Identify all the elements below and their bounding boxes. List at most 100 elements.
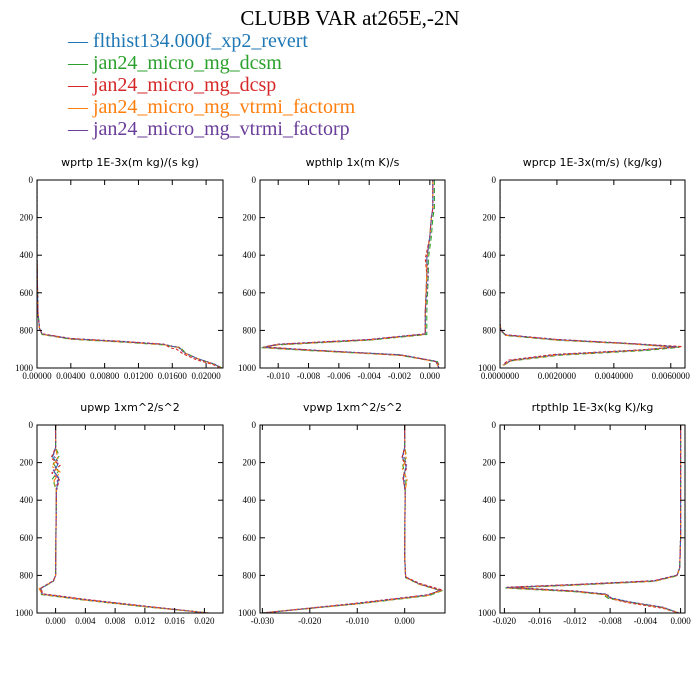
x-tick-label: 0.00000	[22, 371, 52, 381]
legend-line-icon: —	[68, 96, 88, 118]
x-tick-label: 0.012	[135, 616, 155, 626]
y-tick-label: 0	[492, 420, 497, 430]
y-tick-label: 800	[20, 325, 34, 335]
legend-label: jan24_micro_mg_dcsp	[93, 74, 277, 96]
panel-title: upwp 1xm^2/s^2	[80, 401, 180, 414]
series-group	[261, 425, 445, 613]
legend-item: — jan24_micro_mg_dcsp	[68, 74, 355, 96]
x-tick-label: 0.000	[45, 616, 66, 626]
x-tick-label: 0.000	[395, 616, 416, 626]
y-tick-label: 200	[243, 458, 257, 468]
series-line	[500, 180, 674, 366]
y-tick-label: 200	[483, 458, 497, 468]
legend-line-icon: —	[68, 52, 88, 74]
plot-frame	[36, 179, 224, 369]
plot-frame	[259, 179, 446, 369]
chart-panel: wpthlp 1x(m K)/s02004006008001000-0.010-…	[238, 156, 446, 381]
series-line	[40, 425, 209, 613]
series-group	[500, 180, 683, 367]
plot-frame	[259, 424, 446, 614]
y-tick-label: 600	[483, 533, 497, 543]
x-tick-label: -0.030	[251, 616, 275, 626]
series-group	[505, 425, 682, 613]
legend-item: — flthist134.000f_xp2_revert	[68, 30, 355, 52]
y-tick-label: 400	[243, 250, 257, 260]
legend-label: flthist134.000f_xp2_revert	[93, 30, 308, 52]
legend-item: — jan24_micro_mg_dcsm	[68, 52, 355, 74]
series-line	[37, 180, 222, 368]
y-tick-label: 400	[243, 495, 257, 505]
y-tick-label: 800	[20, 570, 34, 580]
y-tick-label: 200	[243, 213, 257, 223]
legend-label: jan24_micro_mg_vtrmi_factorp	[93, 118, 350, 140]
legend: — flthist134.000f_xp2_revert — jan24_mic…	[68, 30, 355, 140]
x-tick-label: 0.00400	[56, 371, 86, 381]
panel-title: rtpthlp 1E-3x(kg K)/kg	[532, 401, 654, 414]
series-line	[262, 425, 442, 613]
x-tick-label: -0.004	[634, 616, 658, 626]
series-line	[40, 425, 209, 613]
y-tick-label: 600	[243, 288, 257, 298]
legend-label: jan24_micro_mg_vtrmi_factorm	[93, 96, 356, 118]
x-tick-label: 0.008	[105, 616, 126, 626]
page-title: CLUBB VAR at265E,-2N	[240, 6, 460, 30]
y-tick-label: 200	[20, 458, 34, 468]
legend-line-icon: —	[68, 74, 88, 96]
series-line	[37, 180, 222, 368]
y-tick-label: 0	[252, 420, 257, 430]
legend-label: jan24_micro_mg_dcsm	[93, 52, 282, 74]
series-line	[261, 425, 445, 613]
panel-title: vpwp 1xm^2/s^2	[303, 401, 402, 414]
chart-panel: rtpthlp 1E-3x(kg K)/kg02004006008001000-…	[478, 401, 691, 626]
x-tick-label: -0.008	[297, 371, 321, 381]
series-group	[38, 425, 210, 613]
y-tick-label: 800	[243, 570, 257, 580]
y-tick-label: 400	[20, 495, 34, 505]
series-line	[262, 180, 440, 368]
x-tick-label: 0.004	[75, 616, 96, 626]
x-tick-label: 0.0000000	[481, 371, 520, 381]
series-line	[500, 180, 680, 367]
x-tick-label: -0.010	[346, 616, 370, 626]
y-tick-label: 800	[243, 325, 257, 335]
x-tick-label: 0.01200	[124, 371, 154, 381]
chart-panel: vpwp 1xm^2/s^2 0 200 400 600 800 1000-0.030 -0.…	[238, 401, 446, 626]
x-tick-label: -0.004	[358, 371, 382, 381]
y-tick-label: 600	[20, 288, 34, 298]
x-tick-label: -0.008	[598, 616, 622, 626]
series-line	[37, 180, 221, 368]
series-line	[37, 180, 222, 368]
panel-title: wpthlp 1x(m K)/s	[306, 156, 400, 169]
panel-title: wprcp 1E-3x(m/s) (kg/kg)	[523, 156, 662, 169]
series-line	[40, 425, 208, 613]
legend-line-icon: —	[68, 118, 88, 140]
series-line	[262, 425, 442, 613]
x-tick-label: -0.020	[493, 616, 517, 626]
y-tick-label: 1000	[478, 363, 497, 373]
series-group	[261, 180, 441, 368]
chart-panel: upwp 1xm^2/s^2 0 200 400 600 800 1000 0.000 0.00…	[15, 401, 224, 626]
y-tick-label: 0	[29, 175, 34, 185]
chart-panel: wprtp 1E-3x(m kg)/(s kg) 0 200 400 600 800 100…	[15, 156, 224, 381]
series-line	[262, 180, 440, 368]
series-group	[37, 180, 223, 368]
y-tick-label: 1000	[15, 363, 34, 373]
x-tick-label: -0.002	[388, 371, 411, 381]
x-tick-label: 0.0060000	[652, 371, 691, 381]
series-line	[261, 425, 444, 613]
legend-item: — jan24_micro_mg_vtrmi_factorm	[68, 96, 355, 118]
chart-panel: wprcp 1E-3x(m/s) (kg/kg) 0 200 400 600 800 100…	[478, 156, 690, 381]
x-tick-label: 0.01600	[158, 371, 188, 381]
x-tick-label: 0.0040000	[595, 371, 634, 381]
x-tick-label: 0.016	[165, 616, 186, 626]
y-tick-label: 200	[20, 213, 34, 223]
plot-frame	[499, 424, 686, 614]
series-line	[38, 425, 209, 613]
x-tick-label: 0.0020000	[538, 371, 577, 381]
y-tick-label: 400	[483, 250, 497, 260]
series-line	[264, 180, 440, 368]
series-line	[39, 425, 210, 613]
x-tick-label: -0.020	[298, 616, 322, 626]
x-tick-label: -0.016	[528, 616, 552, 626]
y-tick-label: 1000	[238, 608, 257, 618]
